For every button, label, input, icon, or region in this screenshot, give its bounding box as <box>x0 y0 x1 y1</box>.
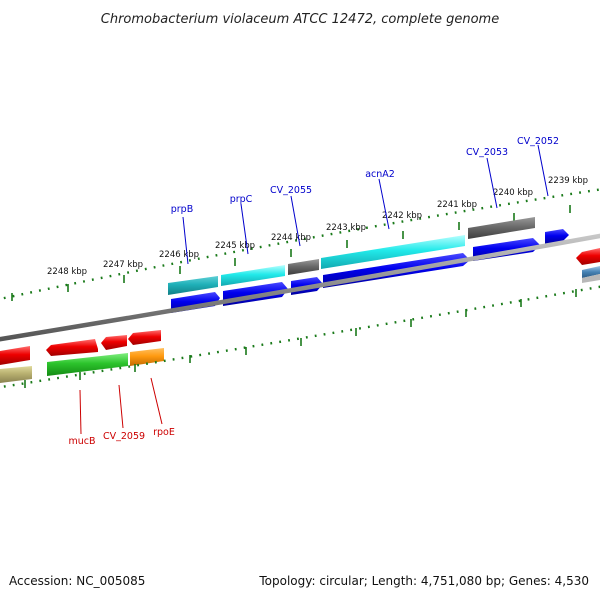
gene-label-prpC[interactable]: prpC <box>230 194 253 205</box>
gene-feature-cyan[interactable] <box>321 235 465 269</box>
gene-feature-gray[interactable] <box>288 259 319 275</box>
tick-label: 2248 kbp <box>47 267 87 277</box>
gene-arrow-red[interactable] <box>0 346 30 365</box>
genome-summary-text: Topology: circular; Length: 4,751,080 bp… <box>259 574 589 588</box>
inner-tick-ring <box>0 285 600 389</box>
forward-strand-features <box>168 217 569 313</box>
gene-label-rpoE[interactable]: rpoE <box>153 427 175 438</box>
tick-labels: 2248 kbp 2247 kbp 2246 kbp 2245 kbp 2244… <box>47 176 588 277</box>
tick-label: 2247 kbp <box>103 260 143 270</box>
gene-feature-mucB[interactable] <box>47 353 128 376</box>
gene-arrow-red[interactable] <box>101 335 127 350</box>
tick-label: 2244 kbp <box>271 233 311 243</box>
gene-arrow-cv2052[interactable] <box>545 229 569 244</box>
label-leader <box>240 203 249 255</box>
label-leader <box>79 389 82 435</box>
gene-arrow-red[interactable] <box>128 330 161 345</box>
gene-label-cv2055[interactable]: CV_2055 <box>270 185 312 196</box>
outer-major-ticks <box>11 205 571 301</box>
tick-label: 2245 kbp <box>215 241 255 251</box>
label-leader <box>118 384 124 429</box>
gene-arrow-red[interactable] <box>46 339 98 356</box>
gene-feature-khaki[interactable] <box>0 366 32 383</box>
gene-label-cv2053[interactable]: CV_2053 <box>466 147 508 158</box>
tick-label: 2246 kbp <box>159 250 199 260</box>
inner-major-ticks <box>24 289 577 388</box>
gene-label-cv2052[interactable]: CV_2052 <box>517 136 559 147</box>
gene-feature-gray[interactable] <box>468 217 535 239</box>
label-leader <box>486 157 498 209</box>
label-leader <box>290 195 301 247</box>
gene-label-cv2059[interactable]: CV_2059 <box>103 431 145 442</box>
tick-label: 2241 kbp <box>437 200 477 210</box>
tick-label: 2239 kbp <box>548 176 588 186</box>
label-leader <box>537 144 549 197</box>
gene-feature-cyan[interactable] <box>221 265 285 286</box>
label-leader <box>378 178 390 230</box>
gene-feature-gray[interactable] <box>582 274 600 283</box>
gene-label-prpB[interactable]: prpB <box>171 204 193 215</box>
label-leader <box>150 377 163 425</box>
gene-label-mucB[interactable]: mucB <box>68 436 95 447</box>
gene-label-acnA2[interactable]: acnA2 <box>365 169 395 180</box>
label-leader <box>182 216 189 265</box>
tick-label: 2242 kbp <box>382 211 422 221</box>
tick-label: 2240 kbp <box>493 188 533 198</box>
tick-label: 2243 kbp <box>326 223 366 233</box>
gene-arrow-red[interactable] <box>576 248 600 265</box>
forward-gene-labels: prpB prpC CV_2055 acnA2 CV_2053 CV_2052 <box>171 136 559 265</box>
accession-text: Accession: NC_005085 <box>9 574 146 588</box>
genome-backbone <box>0 233 600 342</box>
map-title: Chromobacterium violaceum ATCC 12472, co… <box>101 12 499 27</box>
reverse-gene-labels: mucB CV_2059 rpoE <box>68 377 175 447</box>
gene-feature-teal[interactable] <box>168 276 218 295</box>
